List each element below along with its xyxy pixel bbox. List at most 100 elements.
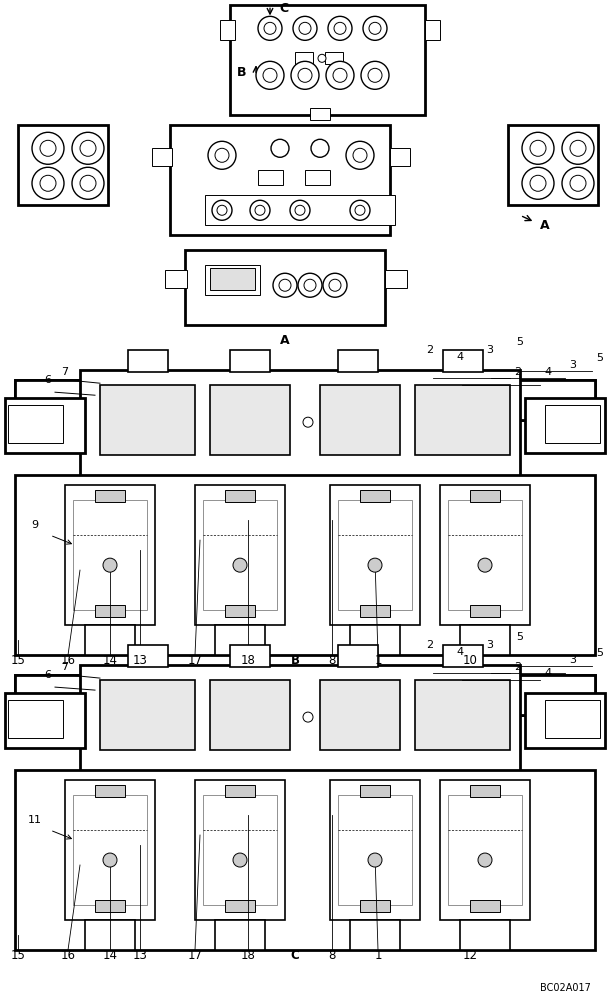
Bar [320,680,400,750]
Circle shape [363,16,387,40]
Text: 8: 8 [328,654,336,667]
Text: 16: 16 [60,654,76,667]
Bar [8,700,63,738]
Bar [350,625,400,655]
Bar [390,148,410,166]
Bar [215,625,265,655]
Circle shape [299,22,311,34]
Bar [460,625,510,655]
Bar [470,490,500,502]
Circle shape [291,61,319,89]
Circle shape [303,417,313,427]
Circle shape [318,54,326,62]
Circle shape [72,132,104,164]
Text: C: C [280,2,288,15]
Text: 2: 2 [426,640,434,650]
Bar [73,795,147,905]
Circle shape [355,205,365,215]
Bar [385,270,407,288]
Bar [215,920,265,950]
Bar [195,780,285,920]
Text: 1: 1 [375,654,382,667]
Bar [95,605,125,617]
Text: 13: 13 [132,654,147,667]
Circle shape [40,175,56,191]
Text: 6: 6 [44,375,52,385]
Bar [225,900,255,912]
Circle shape [323,273,347,297]
Circle shape [208,141,236,169]
Bar [545,700,600,738]
Text: 14: 14 [102,654,118,667]
Bar [210,268,255,290]
Circle shape [215,148,229,162]
Bar [545,405,600,443]
Text: 4: 4 [545,367,551,377]
Circle shape [293,16,317,40]
Text: A: A [280,334,290,347]
Circle shape [80,175,96,191]
Circle shape [353,148,367,162]
Circle shape [303,712,313,722]
Bar [15,675,595,715]
Bar [443,645,483,667]
Circle shape [570,140,586,156]
Bar [15,770,595,950]
Text: 1: 1 [375,949,382,962]
Bar [225,785,255,797]
Bar [210,385,290,455]
Bar [15,380,595,420]
Bar [448,795,522,905]
Bar [80,665,520,775]
Circle shape [369,22,381,34]
Bar [440,485,530,625]
Text: B: B [237,66,247,79]
Bar [525,693,605,748]
Circle shape [334,22,346,34]
Circle shape [478,558,492,572]
Bar [95,900,125,912]
Bar [230,645,270,667]
Text: 3: 3 [487,345,493,355]
Circle shape [570,175,586,191]
Text: 12: 12 [463,949,477,962]
Circle shape [329,279,341,291]
Text: 4: 4 [545,668,551,678]
Text: 15: 15 [10,949,25,962]
Text: 10: 10 [463,654,477,667]
Bar [350,920,400,950]
Circle shape [103,853,117,867]
Text: 4: 4 [456,352,464,362]
Bar [5,398,85,453]
Text: 7: 7 [62,367,68,377]
Bar [205,265,260,295]
Bar [8,405,63,443]
Circle shape [328,16,352,40]
Bar [415,680,510,750]
Text: 5: 5 [596,648,604,658]
Bar [338,645,378,667]
Circle shape [273,273,297,297]
Bar [443,350,483,372]
Bar [203,500,277,610]
Bar [440,780,530,920]
Text: 2: 2 [426,345,434,355]
Circle shape [217,205,227,215]
Text: 3: 3 [487,640,493,650]
Text: 3: 3 [570,655,577,665]
Circle shape [250,200,270,220]
Bar [360,900,390,912]
Circle shape [368,68,382,82]
Text: 3: 3 [570,360,577,370]
Bar [508,125,598,205]
Circle shape [233,853,247,867]
Bar [18,125,108,205]
Bar [220,20,235,40]
Circle shape [32,132,64,164]
Text: 5: 5 [596,353,604,363]
Text: C: C [291,949,299,962]
Circle shape [258,16,282,40]
Circle shape [361,61,389,89]
Bar [95,490,125,502]
Circle shape [522,132,554,164]
